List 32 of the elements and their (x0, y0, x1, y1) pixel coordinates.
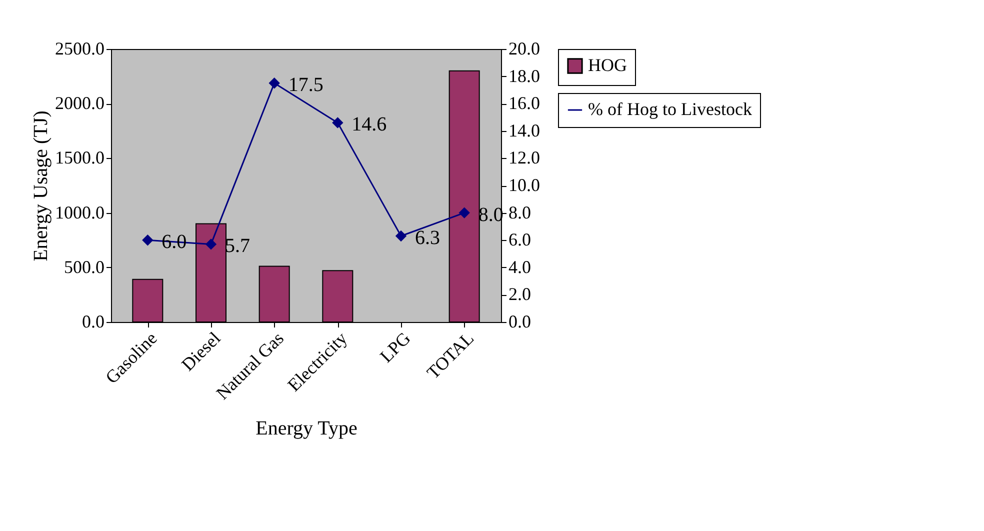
y2-tick-label: 14.0 (508, 120, 540, 140)
y2-tick-label: 20.0 (508, 38, 540, 58)
y2-tick-label: 18.0 (508, 66, 540, 86)
point (269, 78, 280, 88)
legend-label: HOG (588, 55, 627, 75)
y2-tick-label: 8.0 (508, 202, 531, 222)
point (396, 230, 406, 242)
y2-tick-label: 0.0 (508, 312, 531, 332)
y2-tick-label: 16.0 (508, 93, 540, 114)
point (459, 208, 470, 218)
y-tick-label: 0.0 (82, 312, 104, 332)
data-label: 14.6 (352, 114, 387, 136)
x-axis-title: Energy Type (256, 417, 358, 440)
data-label: 6.3 (415, 227, 440, 250)
x-tick-label: LPG (376, 328, 414, 366)
point (206, 239, 216, 250)
y2-tick-label: 2.0 (508, 284, 531, 304)
y2-tick-label: 12.0 (508, 148, 540, 168)
legend-label: % of Hog to Livestock (588, 99, 752, 119)
data-label: 5.7 (225, 235, 250, 258)
y-tick-label: 500.0 (64, 256, 104, 277)
y-tick-label: 2000.0 (55, 93, 104, 114)
y2-tick-label: 4.0 (508, 256, 531, 277)
data-label: 17.5 (288, 74, 324, 96)
point (332, 118, 343, 128)
y-tick-label: 2500.0 (55, 38, 104, 58)
y-tick-label: 1500.0 (55, 148, 104, 168)
y2-tick-label: 10.0 (508, 175, 540, 195)
point (142, 234, 153, 246)
y-tick-label: 1000.0 (55, 202, 104, 222)
y-axis-title: Energy Usage (TJ) (30, 110, 52, 262)
y2-tick-label: 6.0 (508, 230, 531, 250)
